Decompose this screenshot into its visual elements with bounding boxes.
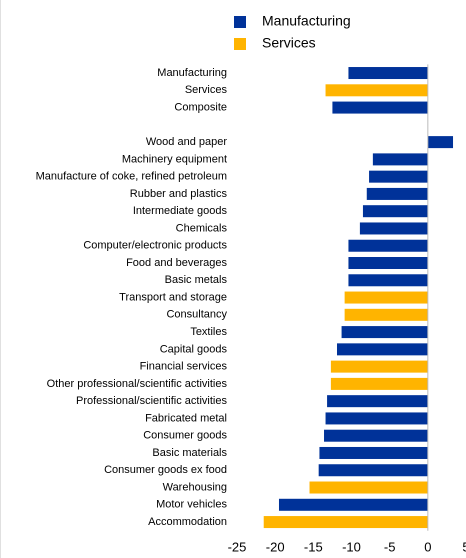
category-label: Consultancy	[166, 309, 227, 321]
bar	[362, 205, 428, 218]
category-label: Fabricated metal	[145, 412, 227, 424]
bar	[324, 429, 428, 442]
bar	[372, 153, 428, 166]
bar	[366, 187, 428, 200]
category-label: Capital goods	[160, 343, 228, 355]
bar	[348, 67, 428, 80]
bar	[330, 360, 428, 373]
x-tick-label: -25	[228, 539, 247, 554]
category-label: Wood and paper	[146, 136, 227, 148]
bar	[318, 464, 428, 477]
category-label: Consumer goods ex food	[104, 464, 227, 476]
bar	[369, 170, 428, 183]
category-label: Accommodation	[148, 516, 227, 528]
x-tick-label: -5	[384, 539, 396, 554]
bar	[348, 239, 428, 252]
category-label: Textiles	[190, 326, 227, 338]
bar	[348, 257, 428, 270]
bar	[427, 136, 454, 149]
category-label: Food and beverages	[126, 257, 227, 269]
x-tick-label: 5	[462, 539, 466, 554]
bar	[319, 446, 428, 459]
bar	[332, 101, 428, 114]
category-label: Warehousing	[163, 481, 227, 493]
x-tick-label: -10	[342, 539, 361, 554]
legend-label: Manufacturing	[262, 13, 351, 29]
x-tick-label: -15	[304, 539, 323, 554]
category-label: Manufacture of coke, refined petroleum	[36, 171, 227, 183]
bar	[309, 481, 428, 494]
bar	[327, 395, 428, 408]
bar	[359, 222, 428, 235]
bar	[348, 274, 428, 287]
legend-swatch	[234, 16, 246, 28]
x-tick-label: -20	[266, 539, 285, 554]
bar	[341, 326, 428, 339]
category-label: Services	[185, 84, 228, 96]
category-label: Manufacturing	[157, 67, 227, 79]
x-tick-label: 0	[424, 539, 431, 554]
category-label: Professional/scientific activities	[76, 395, 228, 407]
bar	[263, 516, 428, 529]
category-label: Chemicals	[176, 222, 228, 234]
category-label: Other professional/scientific activities	[47, 378, 228, 390]
legend-label: Services	[262, 35, 316, 51]
category-label: Rubber and plastics	[130, 188, 228, 200]
category-label: Computer/electronic products	[83, 240, 227, 252]
bar	[336, 343, 428, 356]
category-label: Basic metals	[165, 274, 228, 286]
category-label: Transport and storage	[119, 291, 227, 303]
bar	[344, 291, 428, 304]
legend-swatch	[234, 38, 246, 50]
category-label: Basic materials	[152, 447, 227, 459]
category-label: Machinery equipment	[122, 153, 227, 165]
bar	[330, 377, 428, 390]
category-label: Motor vehicles	[156, 499, 227, 511]
category-label: Consumer goods	[143, 430, 227, 442]
category-label: Financial services	[140, 361, 228, 373]
category-label: Intermediate goods	[133, 205, 228, 217]
bar	[325, 84, 428, 97]
bar	[325, 412, 428, 425]
bar	[344, 308, 428, 321]
category-label: Composite	[174, 101, 227, 113]
bar	[278, 498, 428, 511]
